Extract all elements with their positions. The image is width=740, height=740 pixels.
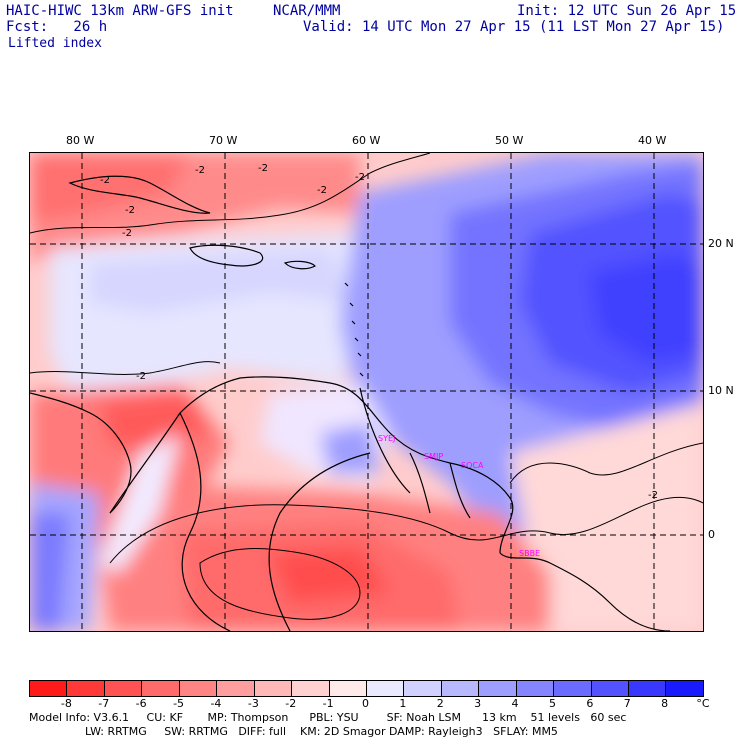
colorbar-cell <box>629 681 667 696</box>
field-name: Lifted index <box>8 36 102 51</box>
colorbar-cell <box>217 681 255 696</box>
model-title: HAIC-HIWC 13km ARW-GFS init <box>6 3 234 19</box>
colorbar-tick-label: 3 <box>474 697 482 710</box>
contour-label: -2 <box>125 205 135 216</box>
colorbar-cell <box>329 681 367 696</box>
coastlines <box>30 175 671 631</box>
colorbar-cell <box>516 681 555 696</box>
colorbar-tick-label: -4 <box>210 697 222 710</box>
colorbar-tick-label: 4 <box>511 697 519 710</box>
colorbar-unit: °C <box>696 697 710 710</box>
colorbar-cell <box>67 681 105 696</box>
colorbar-cell <box>404 681 442 696</box>
station-label: SMJP <box>424 452 443 461</box>
colorbar-tick-label: 2 <box>436 697 444 710</box>
colorbar-tick-label: -5 <box>173 697 185 710</box>
colorbar-cell <box>366 681 405 696</box>
station-label: SOCA <box>461 461 484 470</box>
contour-label: -2 <box>136 371 146 382</box>
colorbar-tick-label: 5 <box>548 697 556 710</box>
lifted-index-map: -2 -2 -2 -2 -2 -2 -2 -2 -2 SYEJ SMJP SOC… <box>29 152 704 632</box>
colorbar-cell <box>591 681 629 696</box>
colorbar-tick-label: -8 <box>60 697 72 710</box>
lat-label-eq: 0 <box>708 528 715 541</box>
lon-label-70w: 70 W <box>209 134 238 147</box>
contour-label: -2 <box>122 228 132 239</box>
contour-label: -2 <box>355 172 365 183</box>
lon-label-40w: 40 W <box>638 134 667 147</box>
colorbar-tick-label: -3 <box>247 697 259 710</box>
lat-lon-grid <box>30 153 703 631</box>
model-info-line1: Model Info: V3.6.1 CU: KF MP: Thompson P… <box>29 711 627 724</box>
station-label: SBBE <box>519 549 540 558</box>
colorbar-tick-label: -2 <box>285 697 297 710</box>
colorbar-tick-label: 1 <box>399 697 407 710</box>
station-label: SYEJ <box>378 434 395 443</box>
colorbar-tick-label: 8 <box>661 697 669 710</box>
colorbar-cell <box>30 681 68 696</box>
colorbar-tick-label: 6 <box>586 697 594 710</box>
colorbar-tick-label: 0 <box>362 697 369 710</box>
lon-label-80w: 80 W <box>66 134 95 147</box>
colorbar-tick-label: 7 <box>623 697 631 710</box>
forecast-hour: Fcst: 26 h <box>6 19 108 35</box>
colorbar-cell <box>254 681 293 696</box>
lat-label-10n: 10 N <box>708 384 734 397</box>
valid-time: Valid: 14 UTC Mon 27 Apr 15 (11 LST Mon … <box>303 19 725 35</box>
colorbar-cell <box>142 681 180 696</box>
contour-lines <box>30 153 703 620</box>
contour-label: -2 <box>317 185 327 196</box>
colorbar-cell <box>179 681 218 696</box>
contour-label: -2 <box>100 175 110 186</box>
field-shading <box>30 153 703 631</box>
contour-label: -2 <box>195 165 205 176</box>
contour-label: -2 <box>648 490 658 501</box>
lat-label-20n: 20 N <box>708 237 734 250</box>
init-time: Init: 12 UTC Sun 26 Apr 15 <box>517 3 737 19</box>
colorbar <box>29 680 704 697</box>
lon-label-50w: 50 W <box>495 134 524 147</box>
colorbar-cell <box>104 681 143 696</box>
colorbar-tick-label: -6 <box>135 697 147 710</box>
colorbar-cell <box>666 681 703 696</box>
lon-label-60w: 60 W <box>352 134 381 147</box>
contour-label: -2 <box>258 163 268 174</box>
org-label: NCAR/MMM <box>273 3 341 19</box>
colorbar-cell <box>292 681 330 696</box>
model-info-line2: LW: RRTMG SW: RRTMG DIFF: full KM: 2D Sm… <box>29 725 558 738</box>
colorbar-cell <box>554 681 592 696</box>
colorbar-tick-label: -1 <box>322 697 334 710</box>
colorbar-tick-label: -7 <box>98 697 110 710</box>
colorbar-cell <box>441 681 480 696</box>
colorbar-cell <box>479 681 517 696</box>
